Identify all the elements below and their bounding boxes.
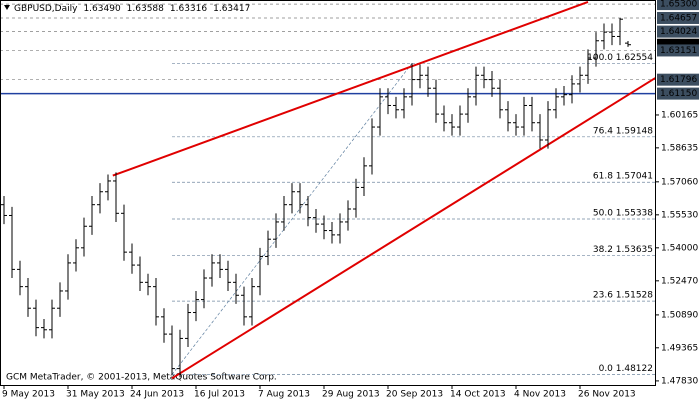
level-label-bg bbox=[657, 87, 699, 100]
level-label-bg bbox=[657, 11, 699, 24]
trendline bbox=[112, 1, 589, 177]
y-tick-label: 1.52470 bbox=[661, 276, 698, 286]
x-tick-label: 9 May 2013 bbox=[2, 390, 55, 400]
plot-border bbox=[0, 0, 656, 386]
x-tick-label: 26 Nov 2013 bbox=[578, 390, 636, 400]
fib-label: 100.0 1.62554 bbox=[587, 53, 653, 63]
y-tick-label: 1.49365 bbox=[661, 343, 698, 353]
x-tick-label: 29 Aug 2013 bbox=[322, 390, 380, 400]
level-label-bg bbox=[657, 44, 699, 57]
header-value: 1.63490 bbox=[83, 4, 120, 14]
x-tick-label: 14 Oct 2013 bbox=[450, 390, 506, 400]
watermark: GCM MetaTrader, © 2001-2013, MetaQuotes … bbox=[6, 373, 277, 383]
level-label-bg bbox=[657, 0, 699, 11]
y-tick-label: 1.60165 bbox=[661, 110, 698, 120]
x-tick-label: 20 Sep 2013 bbox=[386, 390, 443, 400]
header-value: 1.63417 bbox=[213, 4, 250, 14]
fib-label: 76.4 1.59148 bbox=[593, 126, 653, 136]
level-label: 1.61150 bbox=[660, 89, 697, 99]
level-label: 1.64024 bbox=[660, 27, 697, 37]
y-tick-label: 1.55530 bbox=[661, 210, 698, 220]
plot-area bbox=[0, 0, 656, 386]
header: GBPUSD,Daily 1.63490 1.63588 1.63316 1.63417 bbox=[14, 4, 250, 14]
level-label-bg bbox=[657, 25, 699, 38]
fib-label: 0.0 1.48122 bbox=[599, 364, 653, 374]
symbol: GBPUSD,Daily bbox=[14, 4, 78, 14]
x-tick-label: 16 Jul 2013 bbox=[194, 390, 245, 400]
level-label-bg bbox=[657, 73, 699, 86]
level-label: 1.65300 bbox=[660, 0, 697, 10]
level-label: 1.61796 bbox=[660, 75, 697, 85]
x-tick-label: 24 Jun 2013 bbox=[130, 390, 184, 400]
header-value: 1.63316 bbox=[170, 4, 207, 14]
level-label: 1.64657 bbox=[660, 13, 697, 23]
header-value: 1.63588 bbox=[127, 4, 164, 14]
fib-label: 50.0 1.55338 bbox=[593, 208, 653, 218]
fib-label: 61.8 1.57041 bbox=[593, 172, 653, 182]
fib-diagonal bbox=[171, 63, 413, 375]
y-tick-label: 1.47830 bbox=[661, 376, 698, 386]
y-tick-label: 1.50890 bbox=[661, 310, 698, 320]
menu-icon bbox=[4, 5, 10, 10]
y-tick-label: 1.57060 bbox=[661, 177, 698, 187]
level-label: 1.63151 bbox=[660, 46, 697, 56]
fib-label: 38.2 1.53635 bbox=[593, 245, 653, 255]
y-tick-label: 1.58635 bbox=[661, 143, 698, 153]
x-tick-label: 4 Nov 2013 bbox=[514, 390, 566, 400]
x-tick-label: 7 Aug 2013 bbox=[258, 390, 310, 400]
fib-label: 23.6 1.51528 bbox=[593, 291, 653, 301]
x-tick-label: 31 May 2013 bbox=[66, 390, 125, 400]
trendline bbox=[171, 77, 656, 380]
y-tick-label: 1.54000 bbox=[661, 243, 698, 253]
